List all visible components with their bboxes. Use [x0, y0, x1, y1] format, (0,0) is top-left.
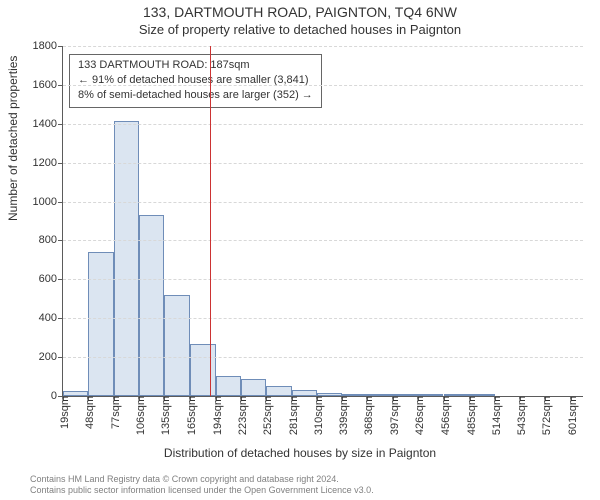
y-tick-label: 1600	[33, 79, 63, 91]
y-tick-label: 1800	[33, 40, 63, 52]
x-tick-label: 543sqm	[512, 396, 528, 435]
y-tick-label: 200	[39, 351, 63, 363]
chart-plot-area: 133 DARTMOUTH ROAD: 187sqm ← 91% of deta…	[62, 46, 583, 397]
x-tick-label: 485sqm	[462, 396, 478, 435]
gridline	[63, 318, 583, 319]
x-tick-label: 48sqm	[80, 396, 96, 429]
y-axis-title: Number of detached properties	[6, 56, 20, 221]
x-tick-label: 310sqm	[309, 396, 325, 435]
x-tick-label: 106sqm	[131, 396, 147, 435]
x-tick-label: 135sqm	[156, 396, 172, 435]
chart-page: 133, DARTMOUTH ROAD, PAIGNTON, TQ4 6NW S…	[0, 0, 600, 500]
histogram-bar	[241, 379, 266, 396]
gridline	[63, 163, 583, 164]
x-axis-title: Distribution of detached houses by size …	[0, 446, 600, 460]
x-tick-label: 77sqm	[106, 396, 122, 429]
x-tick-label: 368sqm	[359, 396, 375, 435]
y-tick-label: 1200	[33, 157, 63, 169]
gridline	[63, 357, 583, 358]
gridline	[63, 202, 583, 203]
x-tick-label: 426sqm	[410, 396, 426, 435]
annotation-line1: 133 DARTMOUTH ROAD: 187sqm	[78, 58, 313, 73]
gridline	[63, 240, 583, 241]
histogram-bar	[88, 252, 113, 396]
annotation-line3: 8% of semi-detached houses are larger (3…	[78, 88, 313, 103]
footer-line1: Contains HM Land Registry data © Crown c…	[30, 474, 592, 485]
x-tick-label: 339sqm	[334, 396, 350, 435]
footer-attribution: Contains HM Land Registry data © Crown c…	[30, 474, 592, 497]
x-tick-label: 194sqm	[208, 396, 224, 435]
histogram-bar	[266, 386, 291, 396]
annotation-box: 133 DARTMOUTH ROAD: 187sqm ← 91% of deta…	[69, 54, 322, 108]
histogram-bar	[216, 376, 241, 396]
gridline	[63, 85, 583, 86]
x-tick-label: 514sqm	[487, 396, 503, 435]
y-tick-label: 400	[39, 312, 63, 324]
x-tick-label: 397sqm	[385, 396, 401, 435]
x-tick-label: 281sqm	[284, 396, 300, 435]
page-title: 133, DARTMOUTH ROAD, PAIGNTON, TQ4 6NW	[0, 4, 600, 20]
x-tick-label: 572sqm	[537, 396, 553, 435]
footer-line2: Contains public sector information licen…	[30, 485, 592, 496]
marker-line	[210, 46, 211, 396]
y-tick-label: 600	[39, 273, 63, 285]
y-tick-label: 800	[39, 234, 63, 246]
y-tick-label: 1400	[33, 118, 63, 130]
x-tick-label: 223sqm	[233, 396, 249, 435]
chart-subtitle: Size of property relative to detached ho…	[0, 22, 600, 37]
y-tick-label: 1000	[33, 196, 63, 208]
x-tick-label: 165sqm	[182, 396, 198, 435]
x-tick-label: 456sqm	[436, 396, 452, 435]
gridline	[63, 279, 583, 280]
gridline	[63, 46, 583, 47]
histogram-bar	[164, 295, 189, 396]
x-tick-label: 19sqm	[55, 396, 71, 429]
gridline	[63, 124, 583, 125]
x-tick-label: 601sqm	[563, 396, 579, 435]
x-tick-label: 252sqm	[258, 396, 274, 435]
histogram-bar	[139, 215, 164, 396]
histogram-bar	[190, 344, 215, 396]
